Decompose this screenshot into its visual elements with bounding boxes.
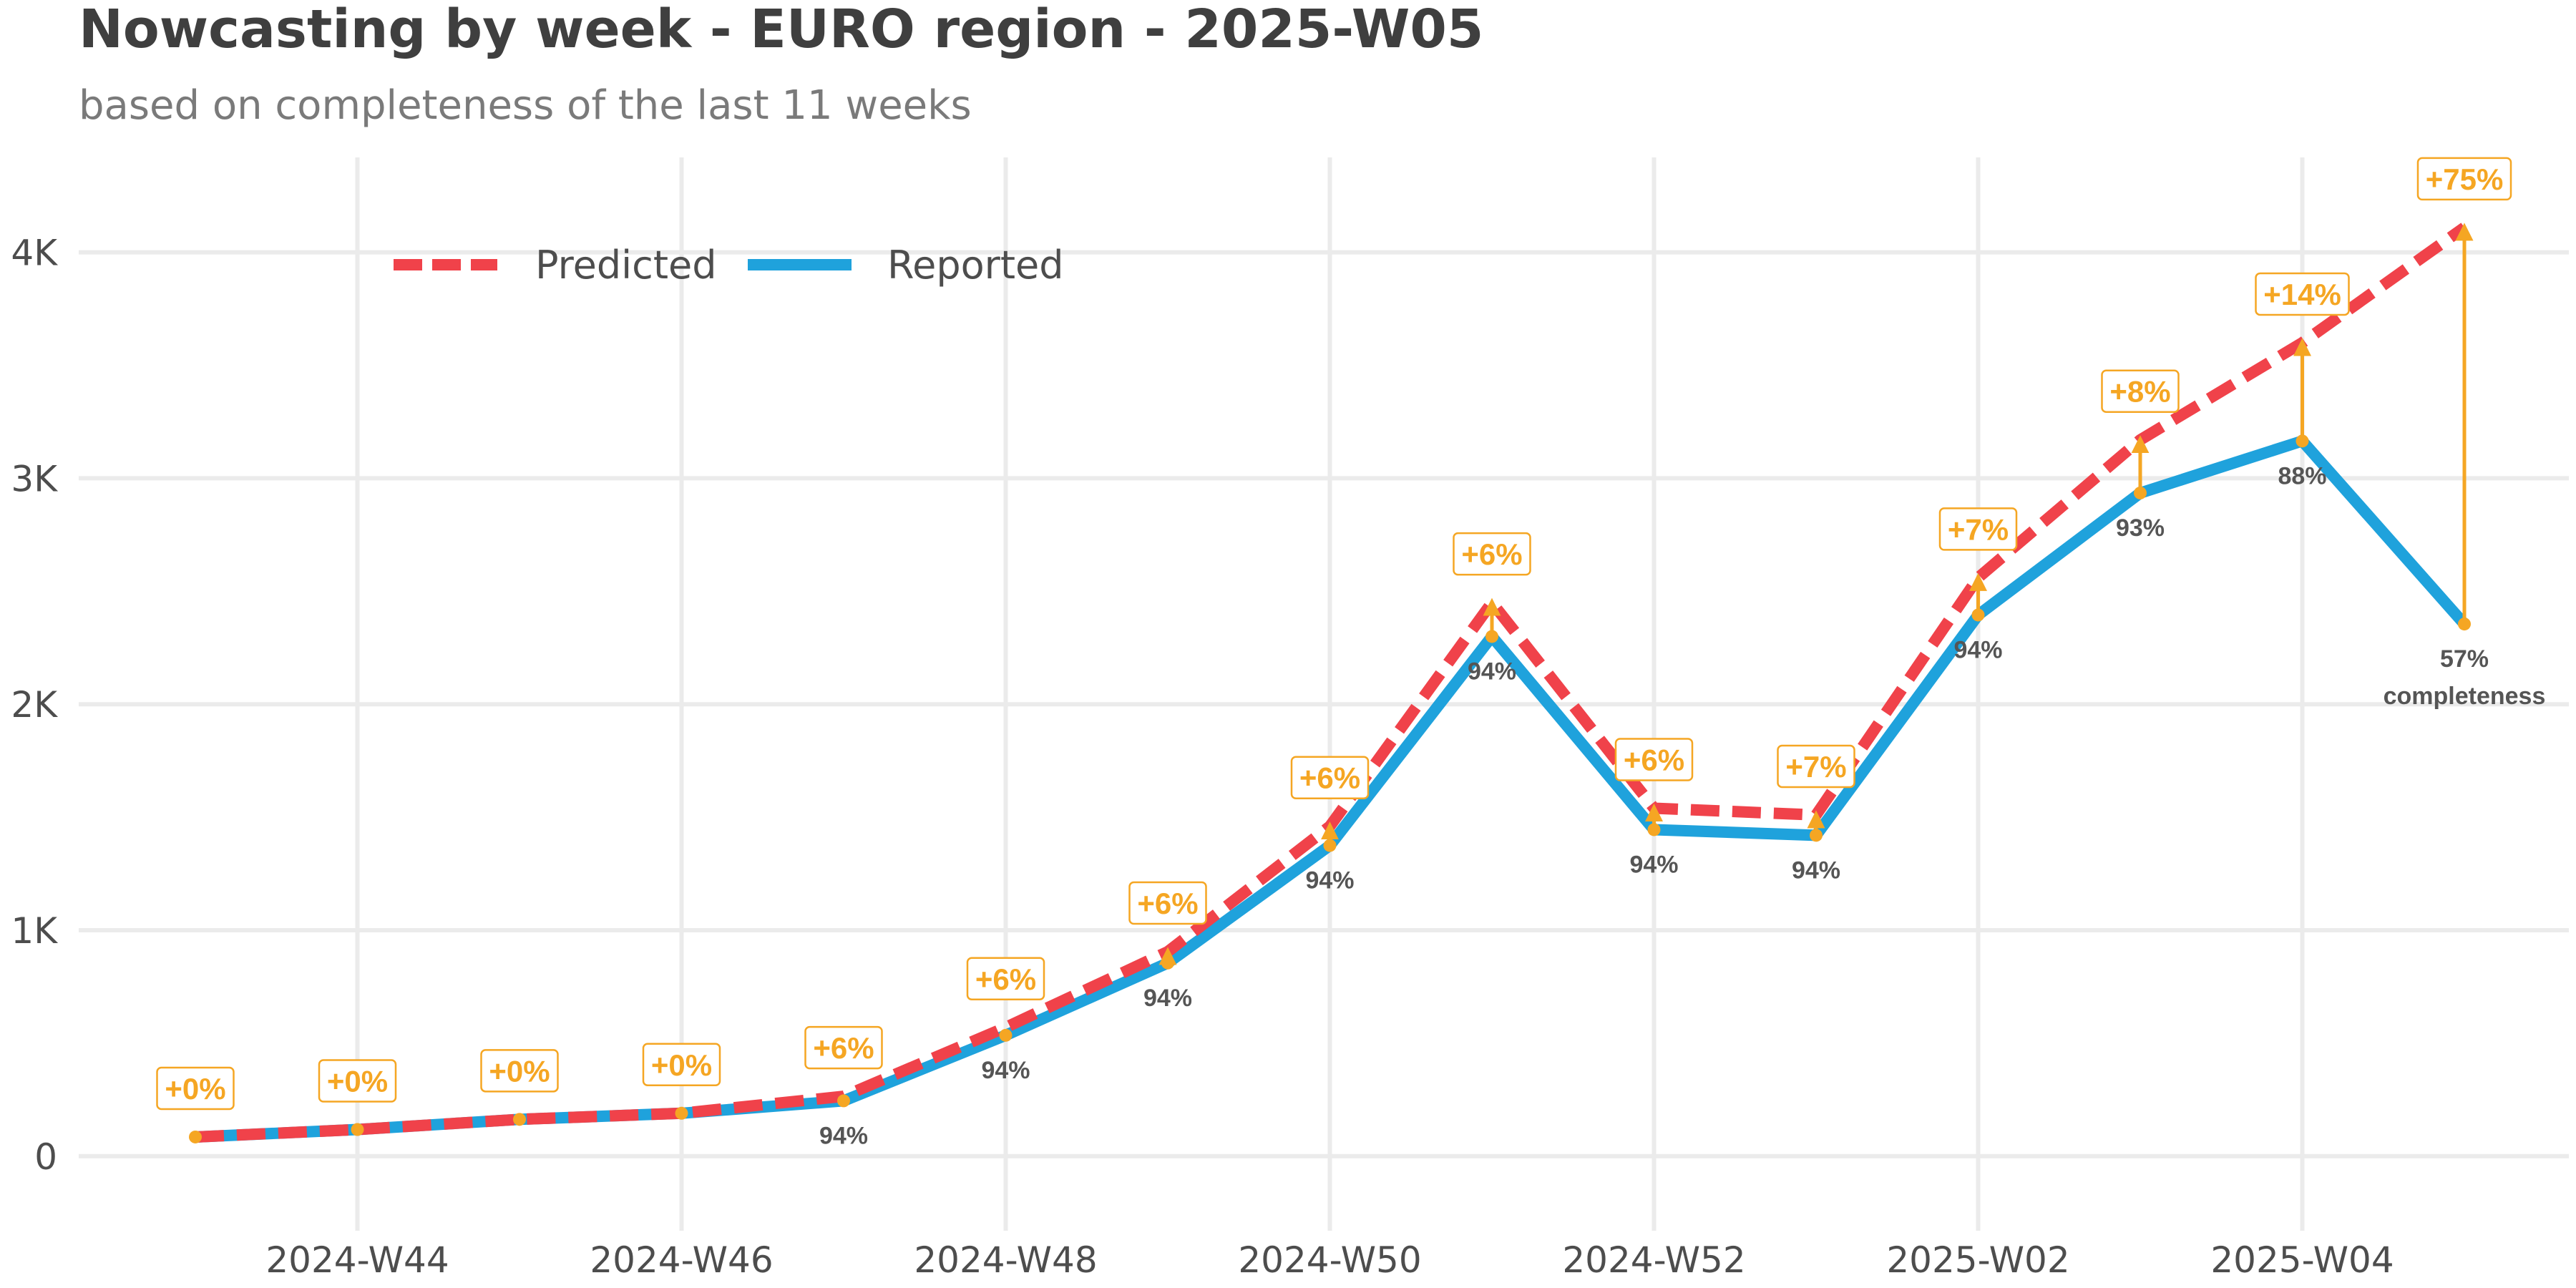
week-annotation: 94% +6% bbox=[1453, 532, 1531, 685]
completeness-label: 94% bbox=[1953, 636, 2002, 663]
delta-label: +8% bbox=[2109, 375, 2170, 409]
completeness-label: 94% bbox=[1629, 851, 1678, 878]
delta-label: +0% bbox=[489, 1054, 550, 1088]
reported-point-marker bbox=[999, 1028, 1013, 1042]
delta-label-box bbox=[804, 1025, 883, 1070]
y-tick-label: 1K bbox=[11, 910, 58, 952]
y-tick-label: 2K bbox=[11, 684, 58, 726]
x-tick-label: 2025-W02 bbox=[1886, 1239, 2069, 1281]
delta-label-box bbox=[1290, 756, 1370, 799]
delta-label: +6% bbox=[813, 1031, 874, 1065]
completeness-label: 57% bbox=[2440, 645, 2489, 673]
reported-point-marker bbox=[1323, 839, 1337, 852]
reported-point-marker bbox=[837, 1094, 850, 1108]
reported-point-marker bbox=[1810, 829, 1823, 842]
delta-label: +6% bbox=[1137, 887, 1198, 920]
legend-reported-label: Reported bbox=[887, 243, 1064, 288]
week-annotation: +0% bbox=[318, 1059, 397, 1136]
grid bbox=[79, 157, 2569, 1231]
x-tick-label: 2024-W52 bbox=[1562, 1239, 1745, 1281]
completeness-label: 88% bbox=[2278, 462, 2326, 489]
reported-point-marker bbox=[1647, 823, 1661, 836]
week-annotation: 94% +6% bbox=[804, 1025, 883, 1149]
week-annotation: +0% bbox=[156, 1066, 235, 1143]
y-axis: 0 1K 2K 3K 4K bbox=[11, 233, 58, 1178]
reported-point-marker bbox=[2296, 434, 2309, 448]
reported-point-marker bbox=[189, 1130, 202, 1143]
week-annotation: 88% +14% bbox=[2255, 272, 2350, 489]
annotation-layer: +0% +0% +0% +0% 94% +6% 94% +6% 94% +6% 94% +6% 94% +… bbox=[156, 157, 2546, 1149]
reported-point-marker bbox=[2134, 486, 2147, 499]
chart-subtitle: based on completeness of the last 11 wee… bbox=[79, 82, 972, 129]
completeness-label: 94% bbox=[981, 1057, 1030, 1084]
reported-point-marker bbox=[1161, 956, 1174, 970]
delta-label-box bbox=[2416, 157, 2512, 201]
completeness-label: 93% bbox=[2116, 514, 2165, 542]
delta-label-box bbox=[2255, 272, 2350, 316]
delta-label-box bbox=[1453, 532, 1531, 576]
completeness-label: 94% bbox=[819, 1122, 868, 1149]
completeness-label: 94% bbox=[1792, 857, 1840, 884]
x-tick-label: 2024-W44 bbox=[265, 1239, 449, 1281]
delta-label-box bbox=[1614, 738, 1694, 781]
x-tick-label: 2024-W46 bbox=[590, 1239, 773, 1281]
delta-label: +7% bbox=[1785, 750, 1846, 784]
y-tick-label: 4K bbox=[11, 233, 58, 274]
delta-label-box bbox=[156, 1066, 235, 1111]
y-tick-label: 0 bbox=[34, 1136, 57, 1178]
delta-label: +75% bbox=[2426, 162, 2504, 196]
week-annotation: 94% +7% bbox=[1777, 744, 1855, 884]
week-annotation: 57% completeness +75% bbox=[2384, 157, 2546, 710]
delta-label: +0% bbox=[165, 1072, 225, 1106]
legend: Predicted Reported bbox=[394, 243, 1064, 288]
delta-label-box bbox=[318, 1059, 397, 1103]
reported-point-marker bbox=[1485, 630, 1498, 643]
reported-point-marker bbox=[513, 1113, 526, 1126]
delta-label-box bbox=[966, 957, 1045, 1001]
delta-label-box bbox=[1777, 744, 1855, 789]
x-tick-label: 2024-W48 bbox=[914, 1239, 1097, 1281]
reported-point-marker bbox=[1971, 608, 1985, 622]
delta-label-box bbox=[2101, 369, 2180, 413]
week-annotation: 94% +6% bbox=[1128, 881, 1207, 1012]
delta-label: +6% bbox=[1461, 537, 1522, 571]
week-annotation: 94% +6% bbox=[1290, 756, 1370, 894]
reported-point-marker bbox=[675, 1106, 688, 1120]
delta-label-box bbox=[1938, 507, 2018, 551]
week-annotation: +0% bbox=[642, 1043, 721, 1120]
completeness-label: 94% bbox=[1305, 867, 1354, 894]
week-annotation: +0% bbox=[480, 1049, 559, 1126]
legend-predicted-label: Predicted bbox=[535, 243, 717, 288]
week-annotation: 93% +8% bbox=[2101, 369, 2180, 542]
week-annotation: 94% +7% bbox=[1938, 507, 2018, 663]
completeness-label: 94% bbox=[1468, 658, 1516, 685]
reported-point-marker bbox=[2458, 618, 2471, 631]
x-tick-label: 2025-W04 bbox=[2210, 1239, 2394, 1281]
delta-label-box bbox=[642, 1043, 721, 1087]
delta-label: +0% bbox=[651, 1048, 712, 1082]
delta-label: +6% bbox=[1299, 761, 1360, 795]
delta-label: +14% bbox=[2263, 278, 2341, 311]
delta-label: +0% bbox=[327, 1065, 388, 1098]
delta-label-box bbox=[1128, 881, 1207, 925]
completeness-suffix-label: completeness bbox=[2384, 683, 2546, 710]
week-annotation: 94% +6% bbox=[966, 957, 1045, 1084]
y-tick-label: 3K bbox=[11, 458, 58, 499]
delta-label-box bbox=[480, 1049, 559, 1093]
completeness-label: 94% bbox=[1143, 985, 1192, 1012]
week-annotation: 94% +6% bbox=[1614, 738, 1694, 878]
chart-title: Nowcasting by week - EURO region - 2025-… bbox=[79, 0, 1483, 60]
reported-point-marker bbox=[351, 1123, 364, 1136]
x-axis: 2024-W44 2024-W46 2024-W48 2024-W50 2024-W52… bbox=[265, 1239, 2394, 1281]
delta-label: +6% bbox=[975, 962, 1036, 996]
x-tick-label: 2024-W50 bbox=[1238, 1239, 1421, 1281]
delta-label: +6% bbox=[1624, 743, 1684, 776]
delta-label: +7% bbox=[1948, 512, 2009, 546]
